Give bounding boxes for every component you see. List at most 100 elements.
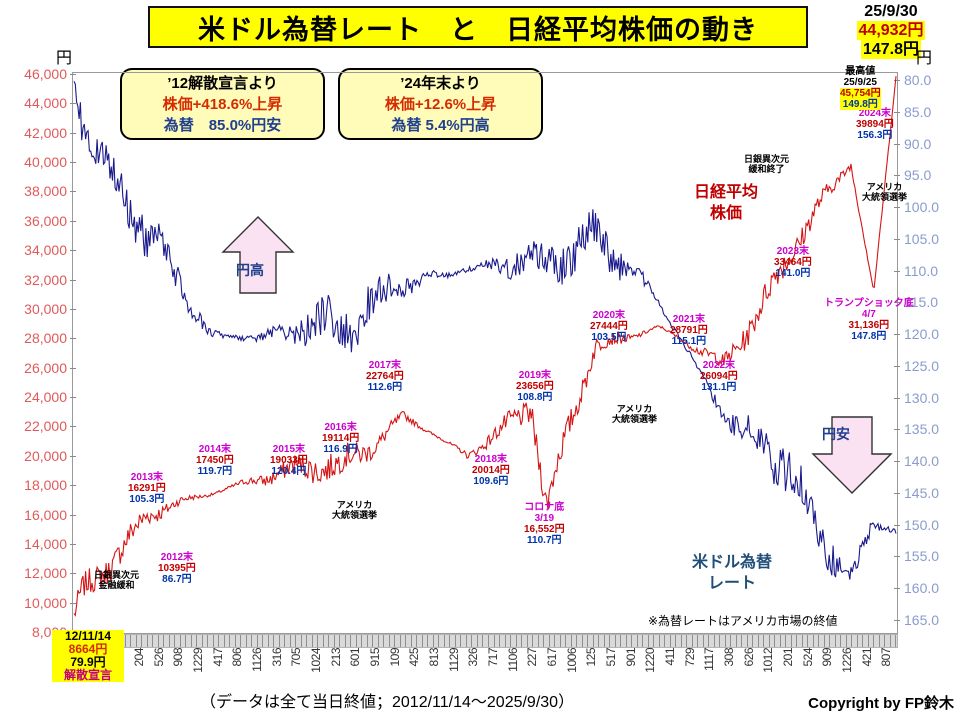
annotation-corona-date: 3/19 xyxy=(534,513,555,524)
event-boj-qqe-end-line2: 緩和終了 xyxy=(748,164,785,174)
series-canvas xyxy=(73,76,897,617)
series-label-nikkei: 日経平均 株価 xyxy=(694,182,758,224)
x-axis-tick-label: 1229 xyxy=(190,648,205,673)
left-axis-tick-label: 44,000 xyxy=(24,95,67,112)
annotation-2016-nikkei: 19114円 xyxy=(322,433,360,444)
x-axis-tick-label: 201 xyxy=(780,648,795,667)
x-axis-minor-tick xyxy=(278,635,280,647)
annotation-2018: 2018末 20014円 109.6円 xyxy=(472,454,510,487)
x-axis-minor-tick xyxy=(823,635,825,647)
right-axis-tick-label: 145.0 xyxy=(904,484,940,501)
x-axis-minor-tick xyxy=(763,635,765,647)
annotation-corona-nikkei: 16,552円 xyxy=(524,524,565,535)
annotation-corona-title: コロナ底 xyxy=(524,502,565,513)
x-axis-minor-tick xyxy=(730,635,732,647)
x-axis-minor-tick xyxy=(768,635,770,647)
left-axis-tick-label: 20,000 xyxy=(24,447,67,464)
left-axis-tick-label: 24,000 xyxy=(24,389,67,406)
yen-weak-arrow-label: 円安 xyxy=(822,426,850,442)
fx-rate-line xyxy=(73,81,897,580)
x-axis-tick-label: 411 xyxy=(662,648,677,666)
annotation-2012-fx: 86.7円 xyxy=(162,574,192,585)
annotation-2021-nikkei: 28791円 xyxy=(670,325,708,336)
annotation-2015-nikkei: 19033円 xyxy=(270,455,308,466)
right-axis-tick xyxy=(894,111,900,113)
annotation-2024-fx: 156.3円 xyxy=(857,130,893,141)
x-axis-minor-tick xyxy=(834,635,836,647)
x-axis-minor-tick xyxy=(317,635,319,647)
summary-box-since-2012: ’12解散宣言より 株価+418.6%上昇 為替 85.0%円安 xyxy=(120,68,325,140)
x-axis-minor-tick xyxy=(719,635,721,647)
annotation-2020-fx: 103.5円 xyxy=(591,332,627,343)
x-axis-minor-tick xyxy=(185,635,187,647)
left-axis-tick xyxy=(70,191,76,193)
series-label-nikkei-line2: 株価 xyxy=(710,205,743,222)
right-axis-tick-label: 90.0 xyxy=(904,135,932,152)
x-axis-minor-tick xyxy=(669,635,671,647)
right-axis-tick xyxy=(894,270,900,272)
left-axis-tick xyxy=(70,103,76,105)
annotation-2015: 2015末 19033円 120.4円 xyxy=(270,444,308,477)
x-axis-minor-tick xyxy=(691,635,693,647)
x-axis-minor-tick xyxy=(212,635,214,647)
x-axis-minor-tick xyxy=(328,635,330,647)
x-axis-minor-tick xyxy=(625,635,627,647)
right-axis-tick-label: 155.0 xyxy=(904,548,940,565)
x-axis-minor-tick xyxy=(752,635,754,647)
copyright-notice: Copyright by FP鈴木 xyxy=(808,695,954,712)
x-axis-tick-label: 807 xyxy=(879,648,894,667)
x-axis-minor-tick xyxy=(333,635,335,647)
series-label-fx-line1: 米ドル為替 xyxy=(692,554,773,571)
annotation-2016-fx: 116.9円 xyxy=(323,444,358,455)
event-boj-qqe-end: 日銀異次元 緩和終了 xyxy=(744,154,789,174)
x-axis-minor-tick xyxy=(631,635,633,647)
left-axis-tick-label: 38,000 xyxy=(24,183,67,200)
x-axis-minor-tick xyxy=(245,635,247,647)
x-axis-minor-tick xyxy=(240,635,242,647)
x-axis-minor-tick xyxy=(856,635,858,647)
x-axis-minor-tick xyxy=(306,635,308,647)
x-axis-minor-tick xyxy=(135,635,137,647)
x-axis-minor-tick xyxy=(735,635,737,647)
x-axis-minor-tick xyxy=(366,635,368,647)
x-axis-minor-tick xyxy=(889,635,891,647)
left-axis-tick xyxy=(70,74,76,75)
annotation-2022-nikkei: 26094円 xyxy=(700,371,738,382)
annotation-2022-title: 2022末 xyxy=(702,360,736,371)
annotation-record-high-title: 最高値 xyxy=(845,66,876,77)
x-axis-tick-label: 1117 xyxy=(702,648,717,671)
x-axis-minor-tick xyxy=(801,635,803,647)
event-us-election-2016-line1: アメリカ xyxy=(336,500,373,510)
annotation-2023: 2023末 33464円 141.0円 xyxy=(774,246,812,279)
annotation-2014-nikkei: 17450円 xyxy=(196,455,234,466)
summary-box-1-line1: ’12解散宣言より xyxy=(167,75,278,92)
annotation-corona-bottom: コロナ底 3/19 16,552円 110.7円 xyxy=(524,502,565,546)
x-axis-minor-tick xyxy=(647,635,649,647)
page-title: 米ドル為替レート と 日経平均株価の動き xyxy=(148,6,808,48)
x-axis-minor-tick xyxy=(482,635,484,647)
summary-box-2-line2: 株価+12.6%上昇 xyxy=(384,96,497,113)
right-axis-tick xyxy=(894,80,900,81)
x-axis-tick-label: 517 xyxy=(603,648,618,667)
series-label-fx-line2: レート xyxy=(708,575,757,592)
right-axis-tick xyxy=(894,302,900,304)
x-axis-minor-tick xyxy=(790,635,792,647)
annotation-2021: 2021末 28791円 115.1円 xyxy=(670,314,708,347)
event-us-election-2024-line2: 大統領選挙 xyxy=(862,192,908,202)
x-axis-minor-tick xyxy=(537,635,539,647)
left-axis-tick-label: 40,000 xyxy=(24,154,67,171)
x-axis-minor-tick xyxy=(311,635,313,647)
x-axis-minor-tick xyxy=(234,635,236,647)
annotation-record-high-nikkei: 45,754円 xyxy=(840,88,881,99)
yen-strong-arrow-icon xyxy=(221,216,295,294)
annotation-2023-nikkei: 33464円 xyxy=(774,257,812,268)
x-axis-minor-tick xyxy=(807,635,809,647)
annotation-record-high-date: 25/9/25 xyxy=(843,77,877,88)
annotation-record-high-fx: 149.8円 xyxy=(840,99,881,110)
left-axis-tick xyxy=(70,397,76,399)
x-axis-minor-tick xyxy=(592,635,594,647)
x-axis-tick-label: 1106 xyxy=(505,648,520,672)
left-axis-tick-label: 12,000 xyxy=(24,565,67,582)
start-marker: 12/11/14 8664円 79.9円 解散宣言 xyxy=(52,630,124,682)
x-axis-minor-tick xyxy=(895,635,897,647)
